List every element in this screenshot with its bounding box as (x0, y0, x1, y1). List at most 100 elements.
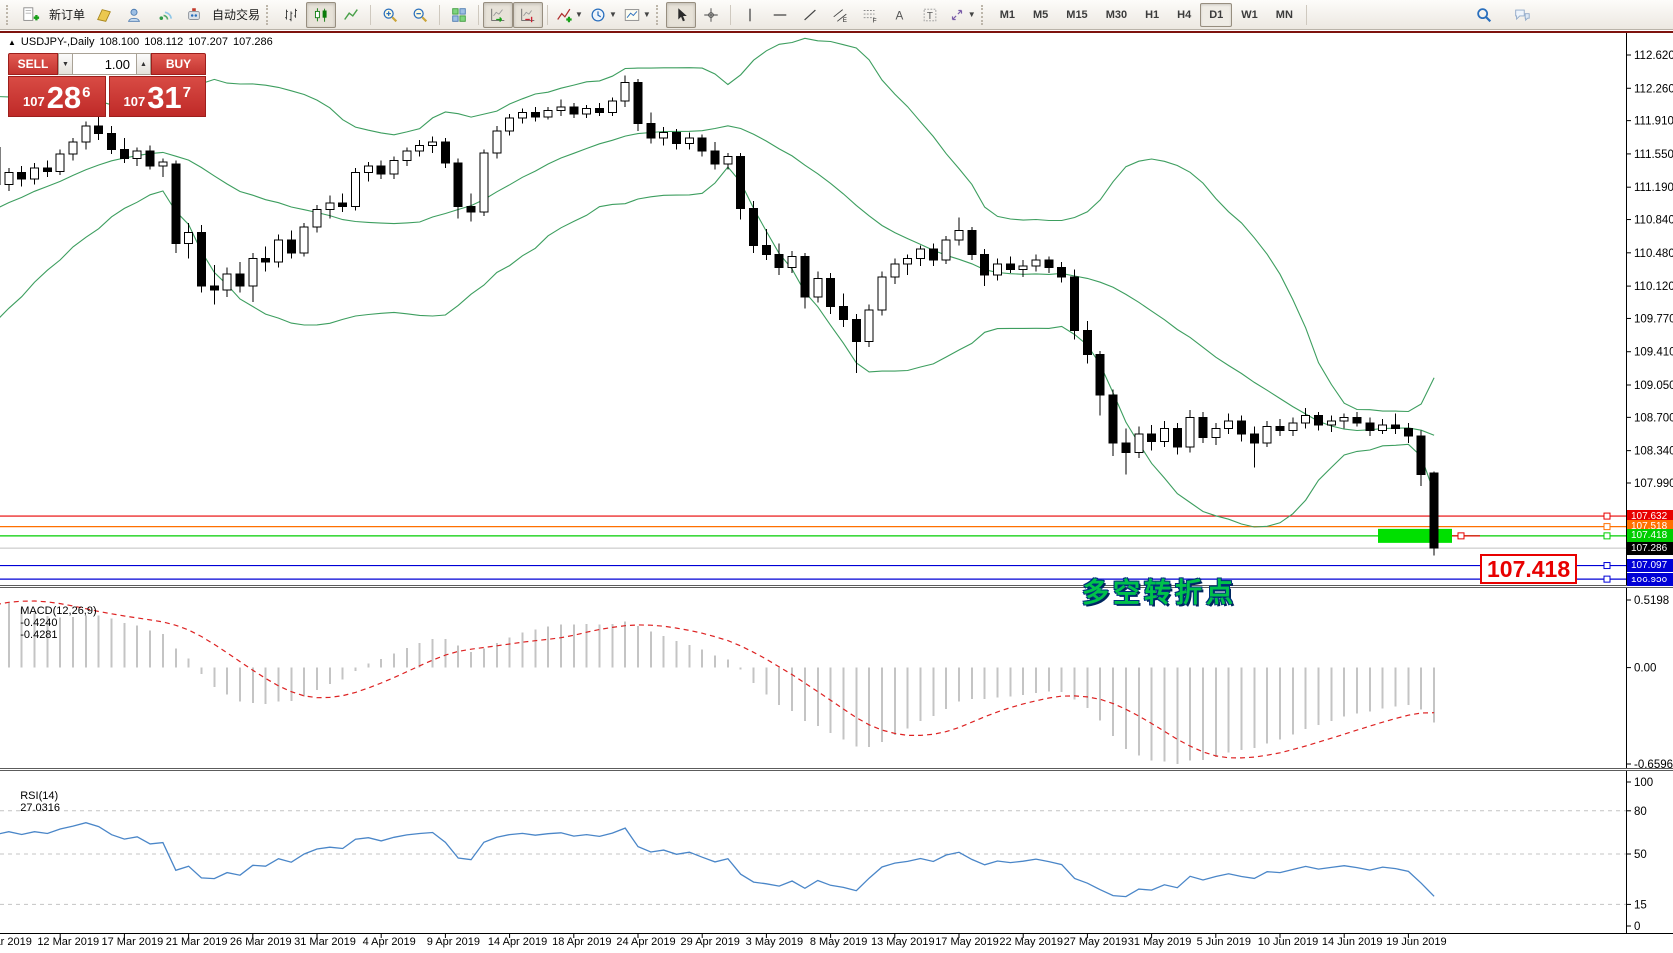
chart-header: ▲ USDJPY-,Daily 108.100 108.112 107.207 … (8, 36, 273, 48)
candle-body (582, 108, 592, 115)
candle-body (453, 162, 463, 208)
autotrading-button[interactable] (179, 2, 209, 28)
metaeditor-button[interactable] (89, 2, 119, 28)
toolbar-drag-handle[interactable] (980, 4, 987, 25)
new-order-button[interactable] (16, 2, 46, 28)
toolbar-drag-handle[interactable] (655, 4, 662, 25)
candle-body (1134, 433, 1144, 453)
equidistant-channel-button[interactable]: E (825, 2, 855, 28)
timeframe-m1[interactable]: M1 (999, 8, 1015, 21)
zoom-in-button[interactable] (375, 2, 405, 28)
macd-bar (572, 624, 575, 668)
trendline-button[interactable] (795, 2, 825, 28)
dropdown-caret[interactable]: ▼ (608, 10, 617, 19)
buy-price-small: 107 (123, 94, 146, 109)
candlestick-chart-button[interactable] (306, 1, 337, 28)
candle-body (749, 207, 759, 246)
dropdown-caret[interactable]: ▼ (575, 10, 583, 19)
sell-price-small: 107 (22, 94, 45, 109)
line-anchor[interactable] (1603, 512, 1611, 520)
macd-bar (251, 667, 254, 703)
autotrading-label[interactable]: 自动交易 (212, 8, 261, 22)
volume-down-button[interactable]: ▼ (58, 53, 73, 75)
cursor-button[interactable] (665, 1, 696, 28)
chat-button[interactable] (1507, 2, 1537, 28)
periods-button[interactable]: ▼ (586, 2, 620, 28)
candle-body (1326, 420, 1336, 426)
chart-window-border (0, 31, 1673, 33)
collapse-triangle-icon[interactable]: ▲ (8, 37, 16, 47)
candle-body (376, 165, 386, 175)
candle-body (132, 150, 142, 160)
fibonacci-button[interactable]: F (855, 2, 885, 28)
line-anchor[interactable] (1603, 562, 1611, 570)
annotation-text[interactable]: 多空转折点 (1082, 577, 1237, 608)
macd-bar (1407, 667, 1410, 706)
chart-shift-button[interactable] (513, 1, 544, 28)
volume-up-button[interactable]: ▲ (136, 53, 151, 75)
timeframe-m15[interactable]: M15 (1066, 8, 1088, 21)
crosshair-button[interactable] (696, 2, 726, 28)
auto-scroll-button[interactable] (483, 1, 514, 28)
new-order-label[interactable]: 新订单 (49, 8, 86, 22)
bar-close-value: 107.286 (232, 36, 273, 48)
timeframe-m30[interactable]: M30 (1105, 8, 1128, 21)
line-anchor[interactable] (1603, 575, 1611, 583)
signals-button[interactable] (149, 2, 179, 28)
panel-separator[interactable] (0, 585, 1673, 588)
signals-icon (159, 10, 173, 20)
volume-input[interactable] (73, 53, 136, 75)
line-anchor[interactable] (1603, 523, 1611, 531)
vertical-line-button[interactable] (735, 2, 765, 28)
dropdown-caret[interactable]: ▼ (642, 10, 651, 19)
mql5-community-button[interactable] (119, 2, 149, 28)
sell-button[interactable]: SELL (8, 53, 58, 75)
candle-body (1211, 427, 1221, 439)
zoom-out-button[interactable] (405, 2, 435, 28)
text-button[interactable]: A (885, 2, 915, 28)
candle-body (466, 206, 476, 213)
candle-body (928, 248, 938, 261)
toolbar-drag-handle[interactable] (6, 4, 12, 25)
date-label: 4 Apr 2019 (363, 936, 416, 948)
timeframe-w1[interactable]: W1 (1241, 8, 1258, 21)
timeframe-h4[interactable]: H4 (1177, 8, 1192, 21)
sell-quote-button[interactable]: 107 28 6 (8, 76, 106, 117)
macd-bar (316, 667, 318, 691)
callout-anchor[interactable] (1457, 532, 1465, 540)
templates-button[interactable]: ▼ (620, 2, 654, 28)
text-label-button[interactable]: T (915, 2, 945, 28)
zoom-in-icon (383, 8, 398, 22)
indicators-button[interactable]: ▼ (552, 2, 586, 28)
vertical-line-icon (749, 8, 751, 21)
timeframe-m5[interactable]: M5 (1033, 8, 1049, 21)
candle-body (1018, 265, 1028, 270)
tile-windows-button[interactable] (444, 2, 474, 28)
dropdown-caret[interactable]: ▼ (967, 10, 976, 19)
highlight-rectangle[interactable] (1378, 528, 1452, 543)
line-anchor[interactable] (1603, 532, 1611, 540)
macd-bar (726, 659, 729, 668)
buy-quote-button[interactable]: 107 31 7 (108, 76, 206, 117)
macd-bar (1176, 667, 1179, 764)
chart-surface[interactable]: 112.620 112.260 111.910 111.550 111.190 110.8… (0, 33, 1673, 953)
timeframe-d1[interactable]: D1 (1200, 2, 1233, 27)
macd-bar (1112, 667, 1115, 736)
macd-bar (1227, 667, 1230, 753)
timeframe-h1[interactable]: H1 (1145, 8, 1160, 21)
candle-body (299, 226, 309, 254)
price-callout-box[interactable]: 107.418 (1480, 553, 1578, 584)
price-tick-label: 109.050 (1634, 380, 1673, 392)
macd-bar (393, 653, 396, 668)
toolbar-drag-handle[interactable] (266, 4, 272, 25)
timeframe-mn[interactable]: MN (1275, 8, 1293, 21)
arrows-button[interactable]: ▼ (945, 2, 979, 28)
horizontal-line-button[interactable] (765, 2, 795, 28)
bar-chart-button[interactable] (276, 2, 306, 28)
search-button[interactable] (1469, 2, 1499, 28)
buy-button[interactable]: BUY (151, 53, 206, 75)
line-chart-button[interactable] (336, 2, 366, 28)
autotrading-icon (188, 7, 200, 20)
macd-bar (1137, 667, 1140, 756)
panel-separator[interactable] (0, 768, 1673, 771)
